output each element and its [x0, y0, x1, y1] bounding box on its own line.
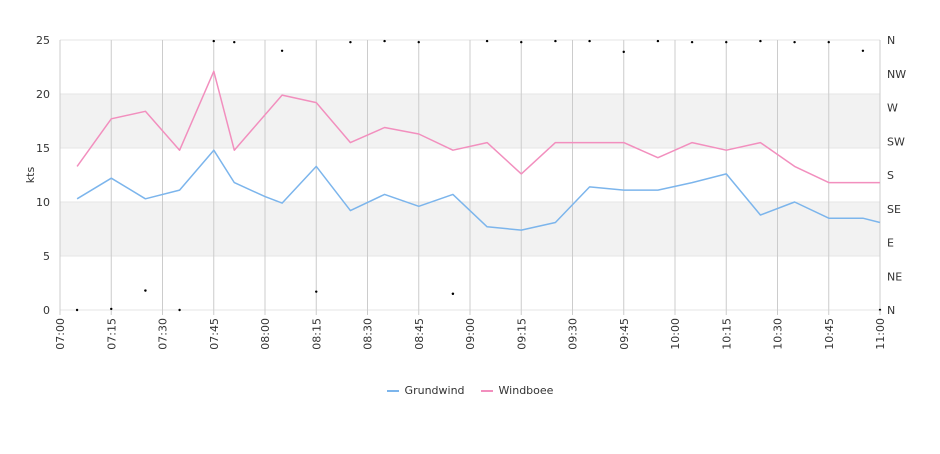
- y-tick-label: 25: [36, 34, 50, 47]
- y2-tick-label: NW: [887, 68, 906, 81]
- x-tick-label: 09:30: [567, 318, 580, 350]
- direction-point: [213, 40, 215, 42]
- y2-tick-label: SE: [887, 203, 901, 216]
- y2-tick-label: N: [887, 34, 895, 47]
- direction-point: [452, 293, 454, 295]
- direction-point: [828, 41, 830, 43]
- direction-point: [691, 41, 693, 43]
- direction-point: [725, 41, 727, 43]
- legend-item-windboee[interactable]: Windboee: [481, 384, 554, 397]
- direction-point: [486, 40, 488, 42]
- y-tick-label: 20: [36, 88, 50, 101]
- legend-swatch-windboee: [481, 390, 493, 392]
- direction-point: [233, 41, 235, 43]
- direction-point: [588, 40, 590, 42]
- direction-points: [76, 40, 881, 311]
- direction-point: [793, 41, 795, 43]
- x-tick-label: 07:00: [54, 318, 67, 350]
- chart-legend: Grundwind Windboee: [0, 384, 940, 397]
- y2-tick-label: S: [887, 169, 894, 182]
- legend-label-windboee: Windboee: [499, 384, 554, 397]
- x-tick-label: 10:45: [823, 318, 836, 350]
- y2-tick-label: NE: [887, 270, 902, 283]
- y2-tick-label: E: [887, 237, 894, 250]
- x-tick-label: 07:15: [105, 318, 118, 350]
- legend-item-grundwind[interactable]: Grundwind: [387, 384, 465, 397]
- direction-point: [862, 50, 864, 52]
- direction-point: [281, 50, 283, 52]
- x-tick-label: 08:00: [259, 318, 272, 350]
- direction-point: [623, 51, 625, 53]
- y-tick-label: 0: [43, 304, 50, 317]
- x-tick-label: 09:00: [464, 318, 477, 350]
- y-tick-label: 5: [43, 250, 50, 263]
- direction-point: [657, 40, 659, 42]
- x-tick-label: 11:00: [874, 318, 887, 350]
- direction-point: [76, 309, 78, 311]
- x-tick-label: 09:15: [515, 318, 528, 350]
- direction-point: [520, 41, 522, 43]
- x-tick-label: 10:00: [669, 318, 682, 350]
- x-tick-label: 07:30: [157, 318, 170, 350]
- gridlines: [60, 40, 880, 310]
- y2-tick-label: W: [887, 102, 898, 115]
- direction-point: [144, 289, 146, 291]
- y2-tick-label: SW: [887, 135, 905, 148]
- x-tick-label: 08:45: [413, 318, 426, 350]
- direction-point: [178, 309, 180, 311]
- direction-point: [418, 41, 420, 43]
- legend-swatch-grundwind: [387, 390, 399, 392]
- y2-tick-label: N: [887, 304, 895, 317]
- x-tick-label: 10:15: [720, 318, 733, 350]
- x-tick-label: 08:15: [310, 318, 323, 350]
- direction-point: [315, 290, 317, 292]
- direction-point: [349, 41, 351, 43]
- direction-point: [554, 40, 556, 42]
- y-tick-label: 15: [36, 142, 50, 155]
- direction-point: [110, 308, 112, 310]
- direction-point: [759, 40, 761, 42]
- legend-label-grundwind: Grundwind: [405, 384, 465, 397]
- y-tick-label: 10: [36, 196, 50, 209]
- direction-point: [383, 40, 385, 42]
- y-axis-title: kts: [24, 167, 37, 184]
- x-tick-label: 08:30: [362, 318, 375, 350]
- axes: 0 5 10 15 20 25 07:00 07:15 07:30 07:45 08:00 08:15…: [24, 34, 906, 350]
- x-tick-label: 09:45: [618, 318, 631, 350]
- x-tick-label: 07:45: [208, 318, 221, 350]
- x-tick-label: 10:30: [772, 318, 785, 350]
